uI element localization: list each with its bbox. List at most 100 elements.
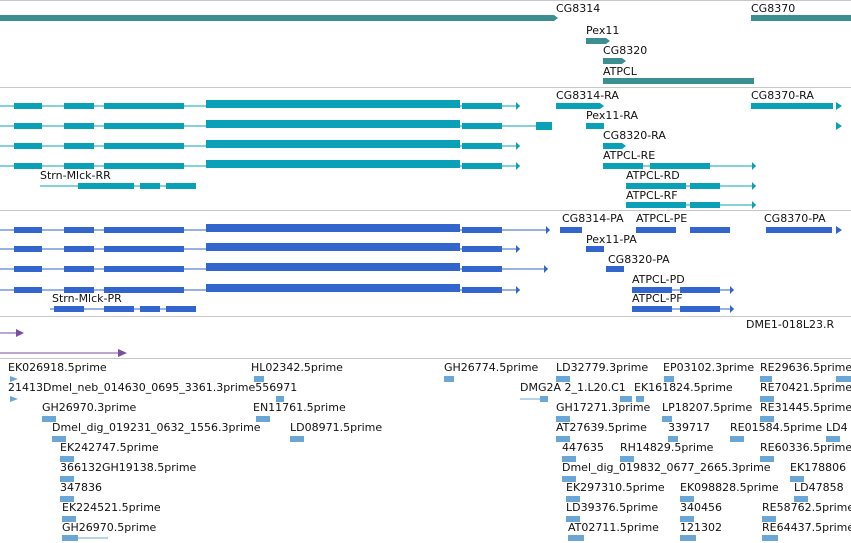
transcript-label[interactable]: Pex11-RA xyxy=(586,109,639,122)
protein-label[interactable]: Strn-Mlck-PR xyxy=(52,292,122,305)
transcript-label[interactable]: CG8314-RA xyxy=(556,89,619,102)
transcript-label[interactable]: ATPCL-RD xyxy=(626,169,680,182)
est-label[interactable]: 339717 xyxy=(668,421,710,434)
gene-glyph[interactable] xyxy=(751,15,851,21)
est-label[interactable]: DMG2A 2_1.L20.C1 xyxy=(520,381,626,394)
est-label[interactable]: RE64437.5prime xyxy=(762,521,851,534)
clone-row-1[interactable] xyxy=(0,329,24,337)
transcript-label[interactable]: CG8370-RA xyxy=(751,89,814,102)
protein-label[interactable]: ATPCL-PF xyxy=(632,292,683,305)
est-label[interactable]: Dmel_dig_019832_0677_2665.3prime xyxy=(562,461,771,474)
protein-row-4[interactable] xyxy=(0,284,734,294)
est-label[interactable]: AT27639.5prime xyxy=(556,421,647,434)
gene-track-glyphs xyxy=(0,15,851,84)
est-label[interactable]: EN11761.5prime xyxy=(253,401,346,414)
est-label[interactable]: AT02711.5prime xyxy=(568,521,659,534)
est-row-9[interactable] xyxy=(62,535,778,541)
protein-row-1[interactable] xyxy=(0,224,842,234)
est-label[interactable]: GH26970.3prime xyxy=(42,401,137,414)
est-row-7[interactable] xyxy=(60,496,808,502)
est-label[interactable]: 447635 xyxy=(562,441,604,454)
transcript-row-1[interactable] xyxy=(0,100,842,110)
est-row-1[interactable] xyxy=(10,376,851,382)
est-label[interactable]: GH26774.5prime xyxy=(444,361,539,374)
transcript-row-2[interactable] xyxy=(0,120,842,130)
gene-glyph[interactable] xyxy=(603,58,626,64)
est-label[interactable]: EK178806 xyxy=(790,461,847,474)
protein-label[interactable]: ATPCL-PD xyxy=(632,273,685,286)
est-label[interactable]: LD47858 xyxy=(794,481,844,494)
protein-label[interactable]: ATPCL-PE xyxy=(636,212,688,225)
est-label[interactable]: LD39376.5prime xyxy=(566,501,659,514)
clone-label[interactable]: DME1-018L23.R xyxy=(746,318,835,331)
est-label[interactable]: GH17271.3prime xyxy=(556,401,651,414)
est-label[interactable]: LD32779.3prime xyxy=(556,361,649,374)
clone-row-2[interactable] xyxy=(0,349,127,357)
est-label[interactable]: RE58762.5prime xyxy=(762,501,851,514)
est-label[interactable]: EP03102.3prime xyxy=(663,361,755,374)
est-row-3[interactable] xyxy=(42,416,774,422)
est-label[interactable]: RH14829.5prime xyxy=(620,441,714,454)
transcript-label[interactable]: CG8320-RA xyxy=(603,129,666,142)
est-label[interactable]: 121302 xyxy=(680,521,722,534)
est-label[interactable]: RE01584.5prime xyxy=(730,421,823,434)
est-label[interactable]: EK026918.5prime xyxy=(8,361,107,374)
est-label[interactable]: LD08971.5prime xyxy=(290,421,383,434)
est-label[interactable]: RE31445.5prime xyxy=(760,401,851,414)
gene-label[interactable]: CG8370 xyxy=(751,2,796,15)
transcript-label[interactable]: ATPCL-RF xyxy=(626,189,678,202)
est-row-2[interactable] xyxy=(10,396,774,402)
est-label[interactable]: EK098828.5prime xyxy=(680,481,779,494)
protein-label[interactable]: CG8370-PA xyxy=(764,212,826,225)
est-row-5[interactable] xyxy=(60,456,774,462)
protein-row-3[interactable] xyxy=(0,263,624,273)
clone-track-glyphs xyxy=(0,329,127,357)
est-label[interactable]: EK242747.5prime xyxy=(60,441,159,454)
transcript-track-glyphs xyxy=(0,100,842,209)
gene-label[interactable]: ATPCL xyxy=(603,65,637,78)
transcript-row-5[interactable] xyxy=(40,182,756,190)
est-label[interactable]: EK161824.5prime xyxy=(634,381,733,394)
est-label[interactable]: 21413Dmel_neb_014630_0695_3361.3prime556… xyxy=(8,381,298,394)
est-label[interactable]: Dmel_dig_019231_0632_1556.3prime xyxy=(52,421,261,434)
protein-label[interactable]: CG8320-PA xyxy=(608,253,670,266)
track-separator xyxy=(0,358,851,359)
track-separator xyxy=(0,87,851,88)
est-row-8[interactable] xyxy=(62,516,776,522)
transcript-label[interactable]: Strn-Mlck-RR xyxy=(40,169,111,182)
protein-row-5[interactable] xyxy=(50,305,734,313)
track-separator xyxy=(0,0,851,1)
est-label[interactable]: GH26970.5prime xyxy=(62,521,157,534)
gene-glyph[interactable] xyxy=(0,15,554,21)
gene-glyph[interactable] xyxy=(586,38,610,44)
transcript-label[interactable]: ATPCL-RE xyxy=(603,149,656,162)
est-label[interactable]: LD4 xyxy=(826,421,848,434)
est-label[interactable]: 347836 xyxy=(60,481,102,494)
protein-label[interactable]: CG8314-PA xyxy=(562,212,624,225)
est-label[interactable]: RE29636.5prime xyxy=(760,361,851,374)
transcript-row-3[interactable] xyxy=(0,140,626,150)
gene-glyph[interactable] xyxy=(603,78,754,84)
est-label[interactable]: 340456 xyxy=(680,501,722,514)
protein-track-glyphs xyxy=(0,224,842,313)
est-label[interactable]: HL02342.5prime xyxy=(251,361,343,374)
gene-glyph[interactable] xyxy=(554,15,558,21)
est-label[interactable]: EK297310.5prime xyxy=(566,481,665,494)
est-label[interactable]: RE60336.5prime xyxy=(760,441,851,454)
gene-label[interactable]: CG8320 xyxy=(603,44,648,57)
est-label[interactable]: EK224521.5prime xyxy=(62,501,161,514)
est-label[interactable]: RE70421.5prime xyxy=(760,381,851,394)
track-separator xyxy=(0,210,851,211)
gene-label[interactable]: Pex11 xyxy=(586,24,620,37)
est-row-6[interactable] xyxy=(60,476,804,482)
transcript-row-6[interactable] xyxy=(626,201,756,209)
transcript-row-4[interactable] xyxy=(0,160,756,170)
protein-label[interactable]: Pex11-PA xyxy=(586,233,637,246)
protein-row-2[interactable] xyxy=(0,243,604,253)
est-row-4[interactable] xyxy=(52,436,840,442)
est-label[interactable]: 366132GH19138.5prime xyxy=(60,461,197,474)
gene-label[interactable]: CG8314 xyxy=(556,2,601,15)
est-label[interactable]: LP18207.5prime xyxy=(662,401,753,414)
